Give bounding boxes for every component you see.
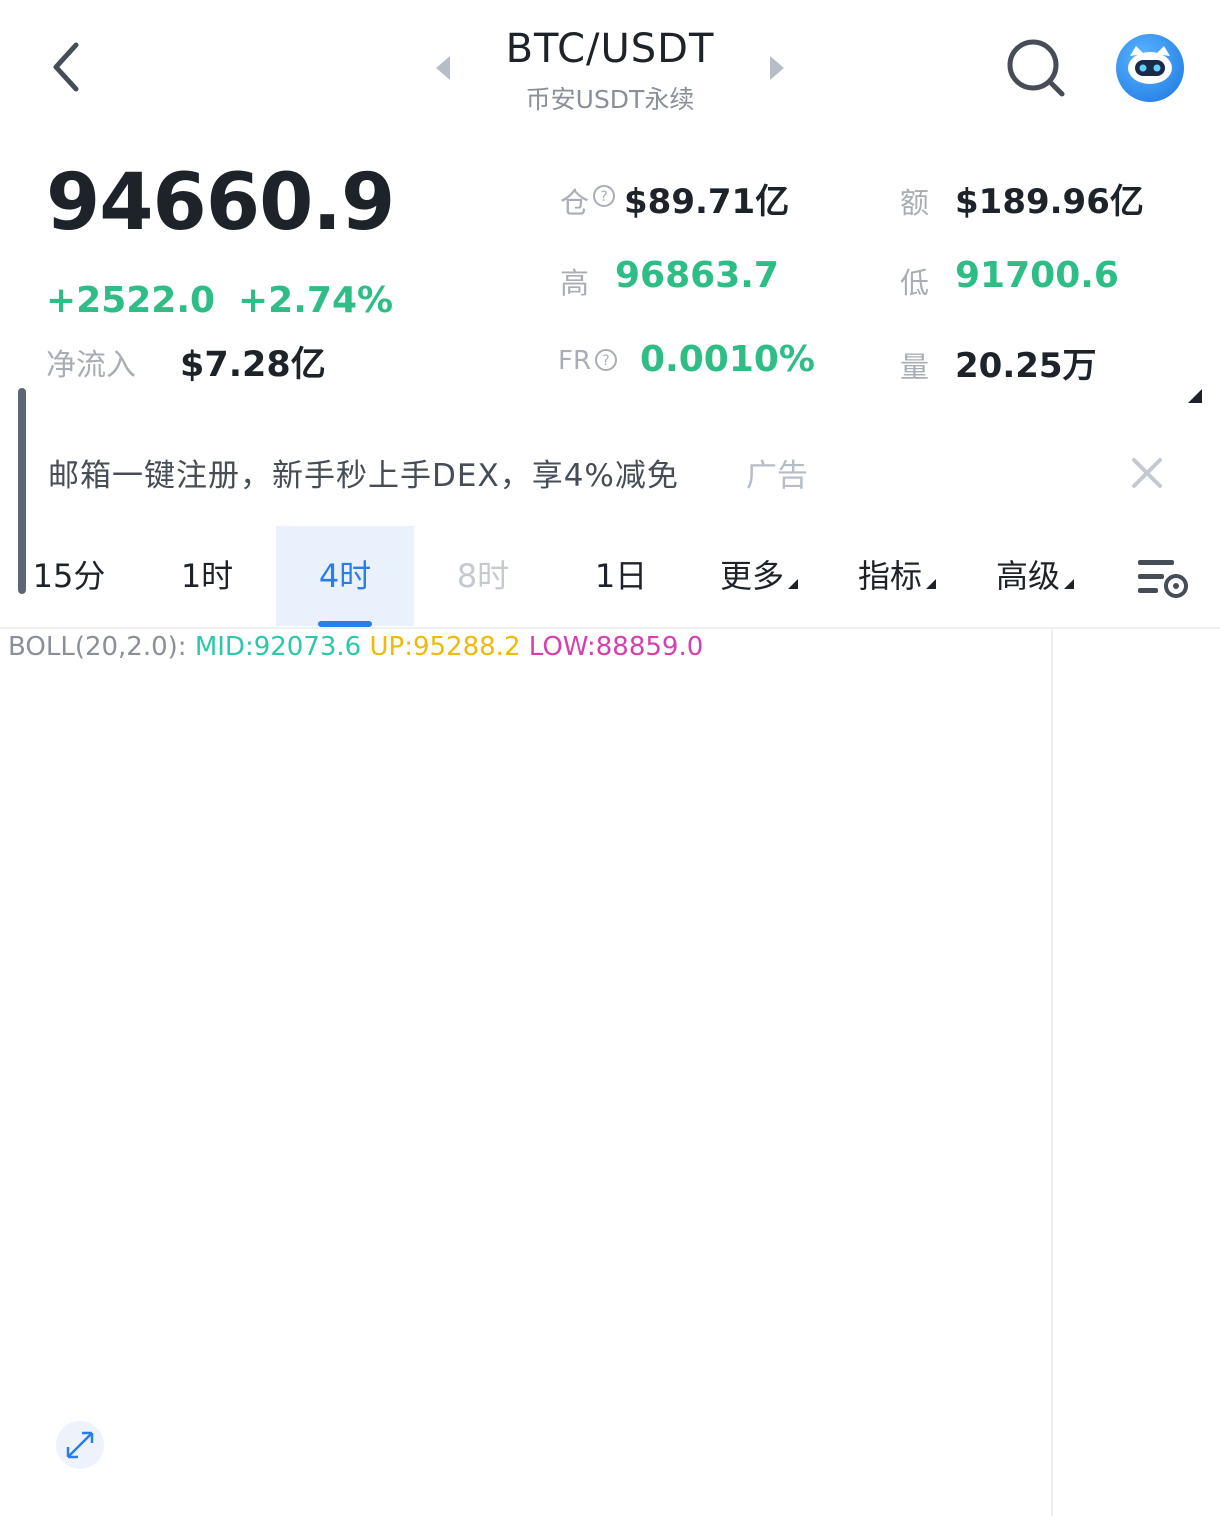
avatar[interactable] xyxy=(1116,34,1184,102)
dropdown-triangle-icon xyxy=(1064,579,1074,589)
net-inflow-label: 净流入 xyxy=(46,348,136,383)
funding-rate-label: FR xyxy=(558,346,592,376)
prev-pair-button[interactable] xyxy=(432,54,454,82)
active-tab-underline xyxy=(318,621,372,627)
boll-mid: MID:92073.6 xyxy=(194,632,362,662)
tab-advanced[interactable]: 高级 xyxy=(966,526,1104,626)
back-button[interactable] xyxy=(40,35,100,99)
turnover-label: 额 xyxy=(900,186,930,220)
net-inflow-value: $7.28亿 xyxy=(180,345,326,385)
boll-legend: BOLL(20,2.0): MID:92073.6 UP:95288.2 LOW… xyxy=(8,632,703,662)
high-label: 高 xyxy=(560,266,590,300)
search-icon xyxy=(1007,39,1065,97)
svg-text:?: ? xyxy=(602,353,609,369)
boll-up: UP:95288.2 xyxy=(369,632,521,662)
tab-more[interactable]: 更多 xyxy=(690,526,828,626)
ad-banner-text[interactable]: 邮箱一键注册，新手秒上手DEX，享4%减免 xyxy=(48,458,679,494)
candlestick-chart[interactable]: 9600095000940009300092000910009000089000… xyxy=(0,600,1220,1516)
turnover-value: $189.96亿 xyxy=(955,182,1144,222)
tab-indicators[interactable]: 指标 xyxy=(828,526,966,626)
low-value: 91700.6 xyxy=(955,255,1119,296)
chart-settings-icon xyxy=(1138,560,1188,598)
expand-triangle-icon[interactable] xyxy=(1188,388,1202,403)
low-label: 低 xyxy=(900,266,930,300)
expand-chart-icon[interactable] xyxy=(56,1421,104,1469)
market-subtitle: 币安USDT永续 xyxy=(525,85,695,114)
price-change-percent: +2.74% xyxy=(238,280,394,321)
info-icon[interactable]: ? xyxy=(592,184,616,212)
volume-label: 量 xyxy=(900,350,930,384)
high-value: 96863.7 xyxy=(615,255,779,296)
tab-1d[interactable]: 1日 xyxy=(594,557,648,595)
next-pair-button[interactable] xyxy=(766,54,788,82)
dropdown-triangle-icon xyxy=(788,579,798,589)
dropdown-triangle-icon xyxy=(926,579,936,589)
chevron-left-icon xyxy=(53,42,79,92)
price-change: +2522.0 xyxy=(46,280,216,321)
search-button[interactable] xyxy=(1004,36,1068,100)
open-interest-value: $89.71亿 xyxy=(624,182,790,222)
robot-mascot-icon xyxy=(1128,46,1172,84)
close-icon xyxy=(1132,458,1162,488)
caret-left-icon xyxy=(436,56,450,80)
boll-low: LOW:88859.0 xyxy=(528,632,704,662)
svg-text:?: ? xyxy=(600,189,607,205)
tab-4h[interactable]: 4时 xyxy=(276,526,414,626)
tab-15m[interactable]: 15分 xyxy=(32,557,106,595)
ad-close-button[interactable] xyxy=(1124,450,1170,496)
ad-tag: 广告 xyxy=(746,458,808,494)
pair-title[interactable]: BTC/USDT xyxy=(505,26,715,72)
chart-settings-button[interactable] xyxy=(1136,556,1190,602)
funding-rate-value: 0.0010% xyxy=(640,339,815,380)
info-icon[interactable]: ? xyxy=(594,348,618,376)
scroll-indicator xyxy=(18,388,26,594)
tab-8h[interactable]: 8时 xyxy=(456,557,510,595)
volume-value: 20.25万 xyxy=(955,346,1097,386)
tab-1h[interactable]: 1时 xyxy=(180,557,234,595)
last-price: 94660.9 xyxy=(46,158,395,248)
boll-name: BOLL(20,2.0): xyxy=(8,632,187,662)
caret-right-icon xyxy=(770,56,784,80)
open-interest-label: 仓 xyxy=(560,186,590,220)
